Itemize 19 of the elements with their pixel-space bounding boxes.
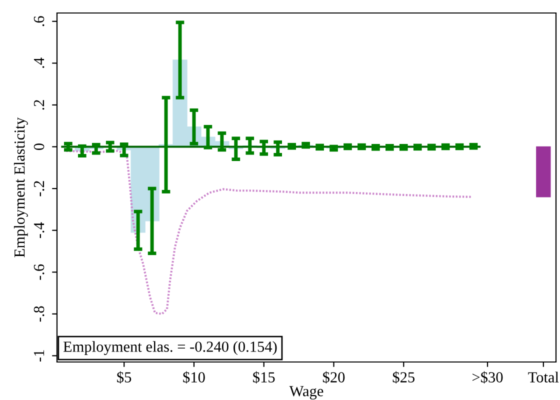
x-tick-label: $25 bbox=[392, 371, 415, 384]
x-tick-label: $15 bbox=[253, 371, 275, 384]
x-axis-title: Wage bbox=[289, 386, 324, 400]
annotation: Employment elas. = -0.240 (0.154) bbox=[63, 341, 277, 356]
x-tick-label: $20 bbox=[322, 371, 345, 384]
x-tick-label: $5 bbox=[117, 371, 132, 384]
y-tick-label: .2 bbox=[34, 100, 44, 110]
y-tick-label: .4 bbox=[34, 58, 44, 68]
x-tick-label: Total bbox=[528, 372, 559, 382]
y-axis-title: Employment Elasticity bbox=[14, 117, 28, 258]
y-tick-label: -.2 bbox=[34, 181, 44, 196]
x-tick-label: $10 bbox=[183, 371, 205, 384]
y-tick-label: .6 bbox=[34, 16, 44, 26]
y-tick-label: 0 bbox=[34, 144, 44, 150]
y-tick-label: -.6 bbox=[34, 264, 44, 280]
x-tick-label: >$30 bbox=[472, 371, 503, 384]
y-tick-label: -.8 bbox=[34, 306, 44, 322]
y-tick-label: -.4 bbox=[34, 222, 44, 238]
y-tick-label: -1 bbox=[34, 350, 44, 362]
